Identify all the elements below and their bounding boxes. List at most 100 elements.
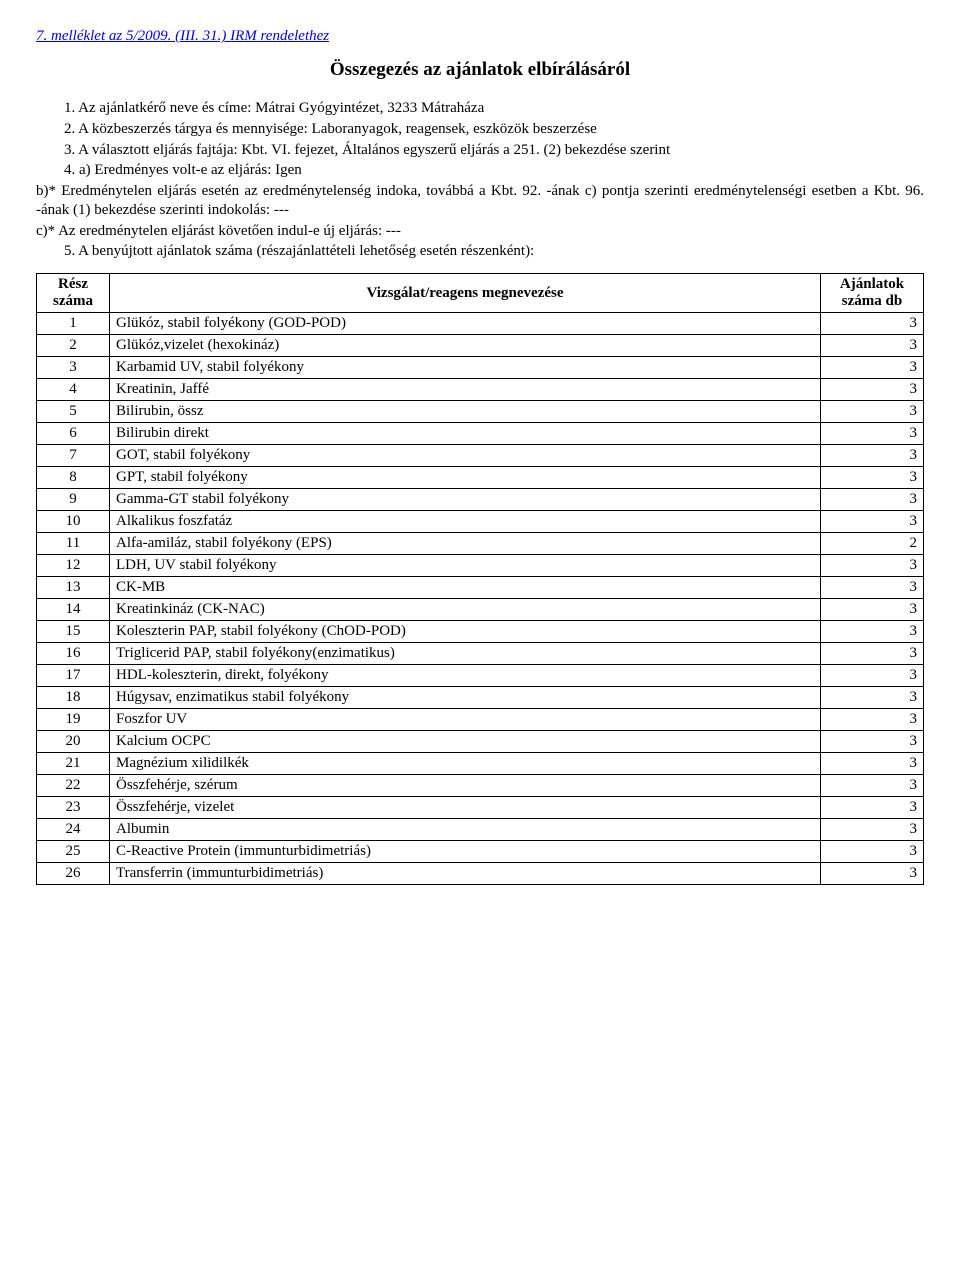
cell-reagent-name: Albumin <box>110 819 821 841</box>
cell-resz-number: 21 <box>37 753 110 775</box>
cell-reagent-name: Glükóz, stabil folyékony (GOD-POD) <box>110 313 821 335</box>
paragraph-3: 3. A választott eljárás fajtája: Kbt. VI… <box>36 141 924 160</box>
cell-offer-count: 3 <box>821 841 924 863</box>
table-row: 16Triglicerid PAP, stabil folyékony(enzi… <box>37 643 924 665</box>
cell-resz-number: 10 <box>37 511 110 533</box>
col-header-name: Vizsgálat/reagens megnevezése <box>110 274 821 313</box>
table-row: 5Bilirubin, össz3 <box>37 401 924 423</box>
cell-reagent-name: Alkalikus foszfatáz <box>110 511 821 533</box>
table-row: 26Transferrin (immunturbidimetriás)3 <box>37 863 924 885</box>
table-row: 1Glükóz, stabil folyékony (GOD-POD)3 <box>37 313 924 335</box>
cell-offer-count: 3 <box>821 379 924 401</box>
table-row: 24Albumin3 <box>37 819 924 841</box>
cell-offer-count: 2 <box>821 533 924 555</box>
cell-reagent-name: Foszfor UV <box>110 709 821 731</box>
attachment-reference: 7. melléklet az 5/2009. (III. 31.) IRM r… <box>36 28 924 45</box>
cell-reagent-name: Kreatinin, Jaffé <box>110 379 821 401</box>
paragraph-4c: c)* Az eredménytelen eljárást követően i… <box>36 222 924 241</box>
cell-reagent-name: HDL-koleszterin, direkt, folyékony <box>110 665 821 687</box>
table-row: 21Magnézium xilidilkék3 <box>37 753 924 775</box>
table-row: 3Karbamid UV, stabil folyékony3 <box>37 357 924 379</box>
cell-offer-count: 3 <box>821 555 924 577</box>
cell-resz-number: 24 <box>37 819 110 841</box>
cell-offer-count: 3 <box>821 511 924 533</box>
cell-offer-count: 3 <box>821 775 924 797</box>
cell-offer-count: 3 <box>821 731 924 753</box>
cell-resz-number: 1 <box>37 313 110 335</box>
col-header-count: Ajánlatok száma db <box>821 274 924 313</box>
cell-reagent-name: Kreatinkináz (CK-NAC) <box>110 599 821 621</box>
reagents-table: Rész száma Vizsgálat/reagens megnevezése… <box>36 273 924 885</box>
table-row: 2Glükóz,vizelet (hexokináz)3 <box>37 335 924 357</box>
cell-offer-count: 3 <box>821 665 924 687</box>
cell-reagent-name: Összfehérje, vizelet <box>110 797 821 819</box>
cell-resz-number: 19 <box>37 709 110 731</box>
cell-resz-number: 26 <box>37 863 110 885</box>
table-row: 11Alfa-amiláz, stabil folyékony (EPS)2 <box>37 533 924 555</box>
table-row: 22Összfehérje, szérum3 <box>37 775 924 797</box>
cell-reagent-name: Glükóz,vizelet (hexokináz) <box>110 335 821 357</box>
cell-resz-number: 20 <box>37 731 110 753</box>
cell-reagent-name: Triglicerid PAP, stabil folyékony(enzima… <box>110 643 821 665</box>
cell-offer-count: 3 <box>821 687 924 709</box>
table-row: 14Kreatinkináz (CK-NAC)3 <box>37 599 924 621</box>
cell-reagent-name: Gamma-GT stabil folyékony <box>110 489 821 511</box>
table-row: 4Kreatinin, Jaffé3 <box>37 379 924 401</box>
cell-offer-count: 3 <box>821 423 924 445</box>
cell-resz-number: 11 <box>37 533 110 555</box>
cell-resz-number: 6 <box>37 423 110 445</box>
cell-reagent-name: Koleszterin PAP, stabil folyékony (ChOD-… <box>110 621 821 643</box>
table-row: 19Foszfor UV3 <box>37 709 924 731</box>
cell-resz-number: 23 <box>37 797 110 819</box>
cell-resz-number: 18 <box>37 687 110 709</box>
cell-resz-number: 5 <box>37 401 110 423</box>
cell-reagent-name: Összfehérje, szérum <box>110 775 821 797</box>
cell-offer-count: 3 <box>821 599 924 621</box>
cell-offer-count: 3 <box>821 313 924 335</box>
cell-offer-count: 3 <box>821 643 924 665</box>
cell-resz-number: 13 <box>37 577 110 599</box>
cell-reagent-name: Alfa-amiláz, stabil folyékony (EPS) <box>110 533 821 555</box>
cell-offer-count: 3 <box>821 357 924 379</box>
paragraph-4a: 4. a) Eredményes volt-e az eljárás: Igen <box>36 161 924 180</box>
table-row: 13CK-MB3 <box>37 577 924 599</box>
cell-resz-number: 3 <box>37 357 110 379</box>
table-row: 10Alkalikus foszfatáz3 <box>37 511 924 533</box>
cell-offer-count: 3 <box>821 753 924 775</box>
paragraph-2: 2. A közbeszerzés tárgya és mennyisége: … <box>36 120 924 139</box>
cell-reagent-name: CK-MB <box>110 577 821 599</box>
table-row: 23Összfehérje, vizelet3 <box>37 797 924 819</box>
cell-reagent-name: C-Reactive Protein (immunturbidimetriás) <box>110 841 821 863</box>
cell-resz-number: 16 <box>37 643 110 665</box>
cell-reagent-name: Bilirubin, össz <box>110 401 821 423</box>
table-row: 25C-Reactive Protein (immunturbidimetriá… <box>37 841 924 863</box>
cell-resz-number: 8 <box>37 467 110 489</box>
cell-reagent-name: Kalcium OCPC <box>110 731 821 753</box>
table-row: 12LDH, UV stabil folyékony3 <box>37 555 924 577</box>
col-header-resz: Rész száma <box>37 274 110 313</box>
table-row: 17HDL-koleszterin, direkt, folyékony3 <box>37 665 924 687</box>
cell-reagent-name: Karbamid UV, stabil folyékony <box>110 357 821 379</box>
table-row: 7GOT, stabil folyékony3 <box>37 445 924 467</box>
cell-resz-number: 25 <box>37 841 110 863</box>
cell-offer-count: 3 <box>821 467 924 489</box>
cell-offer-count: 3 <box>821 445 924 467</box>
cell-reagent-name: Bilirubin direkt <box>110 423 821 445</box>
cell-offer-count: 3 <box>821 797 924 819</box>
table-row: 18Húgysav, enzimatikus stabil folyékony3 <box>37 687 924 709</box>
cell-resz-number: 7 <box>37 445 110 467</box>
document-title: Összegezés az ajánlatok elbírálásáról <box>36 59 924 81</box>
cell-reagent-name: Húgysav, enzimatikus stabil folyékony <box>110 687 821 709</box>
cell-offer-count: 3 <box>821 819 924 841</box>
table-row: 15Koleszterin PAP, stabil folyékony (ChO… <box>37 621 924 643</box>
paragraph-5: 5. A benyújtott ajánlatok száma (részajá… <box>36 242 924 261</box>
cell-reagent-name: LDH, UV stabil folyékony <box>110 555 821 577</box>
table-row: 9Gamma-GT stabil folyékony3 <box>37 489 924 511</box>
table-row: 20Kalcium OCPC3 <box>37 731 924 753</box>
cell-offer-count: 3 <box>821 577 924 599</box>
cell-reagent-name: GPT, stabil folyékony <box>110 467 821 489</box>
cell-offer-count: 3 <box>821 621 924 643</box>
cell-reagent-name: Transferrin (immunturbidimetriás) <box>110 863 821 885</box>
cell-resz-number: 22 <box>37 775 110 797</box>
table-header-row: Rész száma Vizsgálat/reagens megnevezése… <box>37 274 924 313</box>
